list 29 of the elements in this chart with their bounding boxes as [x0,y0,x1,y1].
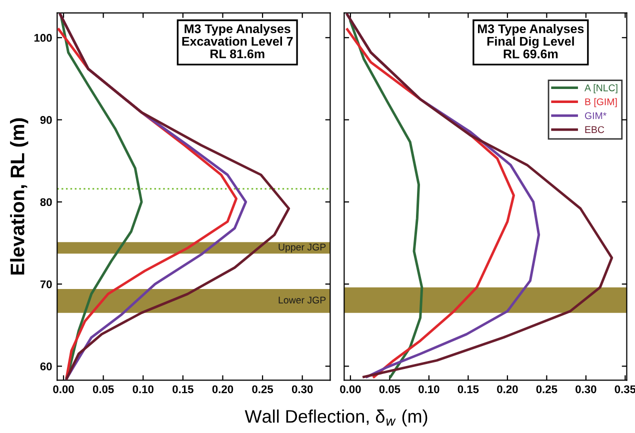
text: M3 Type Analyses Final Dig Level RL 69.6m [478,24,584,58]
x-tick-label: 0.15 [172,385,194,394]
y-tick-label: 90 [40,116,52,124]
y-tick-label: 70 [40,280,52,288]
text: M3 Type Analyses Excavation Level 7 RL 81.6m [182,24,293,58]
x-tick-label: 0.00 [340,385,361,394]
legend-label: B [GIM] [585,98,617,108]
x-tick-label: 0.30 [292,385,313,394]
x-axis-title: Wall Deflection, δ$_{w}$ (m) [244,410,428,426]
x-tick-label: 0.10 [418,385,440,394]
x-tick-label: 0.00 [53,385,74,394]
x-tick-label: 0.25 [252,385,274,394]
x-tick-label: 0.25 [536,385,558,394]
x-tick-label: 0.15 [458,385,479,394]
x-tick-label: 0.30 [576,385,596,394]
legend-label: A [NLC] [584,84,618,94]
y-tick-label: 100 [34,34,52,42]
band-label: Lower JGP [278,296,326,304]
y-axis-title: Elevation, RL (m) [10,118,28,275]
legend-label: EBC [585,126,604,134]
legend-label: GIM* [584,112,606,120]
band-label: Upper JGP [278,244,326,252]
x-tick-label: 0.05 [92,385,114,394]
x-tick-label: 0.20 [497,385,518,394]
x-tick-label: 0.10 [132,385,154,394]
x-tick-label: 0.05 [379,385,400,394]
x-tick-label: 0.20 [212,385,234,394]
y-tick-label: 80 [40,198,52,206]
y-tick-label: 60 [40,362,52,370]
